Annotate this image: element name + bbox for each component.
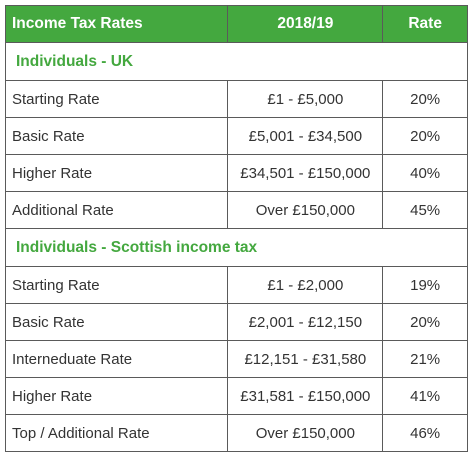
- row-label: Starting Rate: [4, 80, 229, 118]
- row-band: £1 - £2,000: [227, 266, 384, 304]
- table-row: Higher Rate £34,501 - £150,000 40%: [4, 154, 468, 192]
- row-rate: 20%: [382, 117, 468, 155]
- row-rate: 45%: [382, 191, 468, 229]
- row-label: Higher Rate: [4, 154, 229, 192]
- row-rate: 19%: [382, 266, 468, 304]
- row-band: £34,501 - £150,000: [227, 154, 384, 192]
- row-label: Additional Rate: [4, 191, 229, 229]
- row-rate: 21%: [382, 340, 468, 378]
- table-row: Basic Rate £2,001 - £12,150 20%: [4, 303, 468, 341]
- table-row: Higher Rate £31,581 - £150,000 41%: [4, 377, 468, 415]
- table-row: Basic Rate £5,001 - £34,500 20%: [4, 117, 468, 155]
- row-band: £5,001 - £34,500: [227, 117, 384, 155]
- table-row: Interneduate Rate £12,151 - £31,580 21%: [4, 340, 468, 378]
- row-band: £31,581 - £150,000: [227, 377, 384, 415]
- header-row: Income Tax Rates 2018/19 Rate: [4, 5, 468, 43]
- section-title-uk: Individuals - UK: [5, 42, 468, 81]
- row-label: Interneduate Rate: [4, 340, 229, 378]
- row-band: Over £150,000: [227, 414, 384, 452]
- row-rate: 20%: [382, 303, 468, 341]
- table-row: Additional Rate Over £150,000 45%: [4, 191, 468, 229]
- table-row: Starting Rate £1 - £5,000 20%: [4, 80, 468, 118]
- row-band: Over £150,000: [227, 191, 384, 229]
- section-row-scottish: Individuals - Scottish income tax: [5, 228, 468, 267]
- table-row: Top / Additional Rate Over £150,000 46%: [4, 414, 468, 452]
- row-rate: 46%: [382, 414, 468, 452]
- row-label: Basic Rate: [4, 303, 229, 341]
- row-band: £1 - £5,000: [227, 80, 384, 118]
- row-rate: 41%: [382, 377, 468, 415]
- row-rate: 20%: [382, 80, 468, 118]
- header-rate: Rate: [382, 5, 468, 43]
- income-tax-rates-table: Income Tax Rates 2018/19 Rate Individual…: [4, 5, 468, 452]
- table-row: Starting Rate £1 - £2,000 19%: [4, 266, 468, 304]
- row-label: Top / Additional Rate: [4, 414, 229, 452]
- row-rate: 40%: [382, 154, 468, 192]
- row-band: £2,001 - £12,150: [227, 303, 384, 341]
- row-label: Starting Rate: [4, 266, 229, 304]
- row-label: Basic Rate: [4, 117, 229, 155]
- header-income-tax-rates: Income Tax Rates: [4, 5, 229, 43]
- header-year: 2018/19: [227, 5, 384, 43]
- section-title-scottish: Individuals - Scottish income tax: [5, 228, 468, 267]
- row-band: £12,151 - £31,580: [227, 340, 384, 378]
- section-row-uk: Individuals - UK: [5, 42, 468, 81]
- row-label: Higher Rate: [4, 377, 229, 415]
